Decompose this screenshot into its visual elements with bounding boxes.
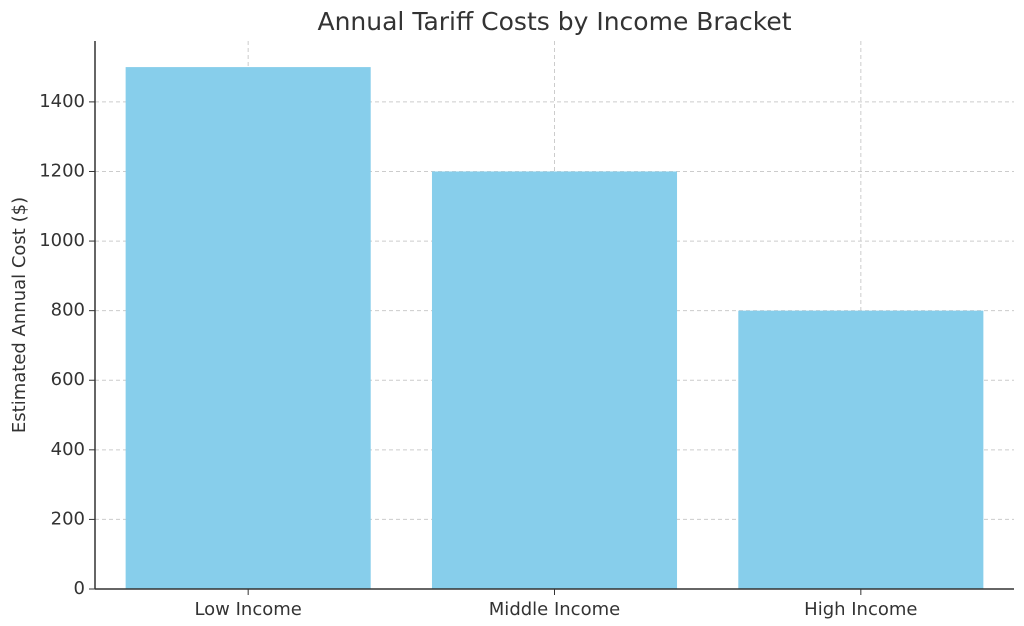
x-tick-label: High Income <box>804 599 917 620</box>
y-tick-label: 1400 <box>39 91 85 112</box>
y-tick-label: 1200 <box>39 160 85 181</box>
y-tick-label: 0 <box>74 578 85 599</box>
y-tick-label: 400 <box>51 439 85 460</box>
chart-title: Annual Tariff Costs by Income Bracket <box>317 7 791 36</box>
bars-layer <box>125 67 984 590</box>
y-axis-label: Estimated Annual Cost ($) <box>9 197 30 433</box>
y-tick-label: 1000 <box>39 230 85 251</box>
x-ticks: Low Income Middle Income High Income <box>194 589 917 620</box>
x-tick-label: Low Income <box>194 599 301 620</box>
bar-low-income <box>125 67 371 590</box>
y-tick-label: 600 <box>51 369 85 390</box>
y-tick-label: 200 <box>51 508 85 529</box>
y-tick-label: 800 <box>51 300 85 321</box>
bar-high-income <box>738 310 984 589</box>
x-tick-label: Middle Income <box>489 599 620 620</box>
y-ticks: 0 200 400 600 800 1000 1200 1400 <box>39 91 95 599</box>
bar-middle-income <box>431 171 678 589</box>
